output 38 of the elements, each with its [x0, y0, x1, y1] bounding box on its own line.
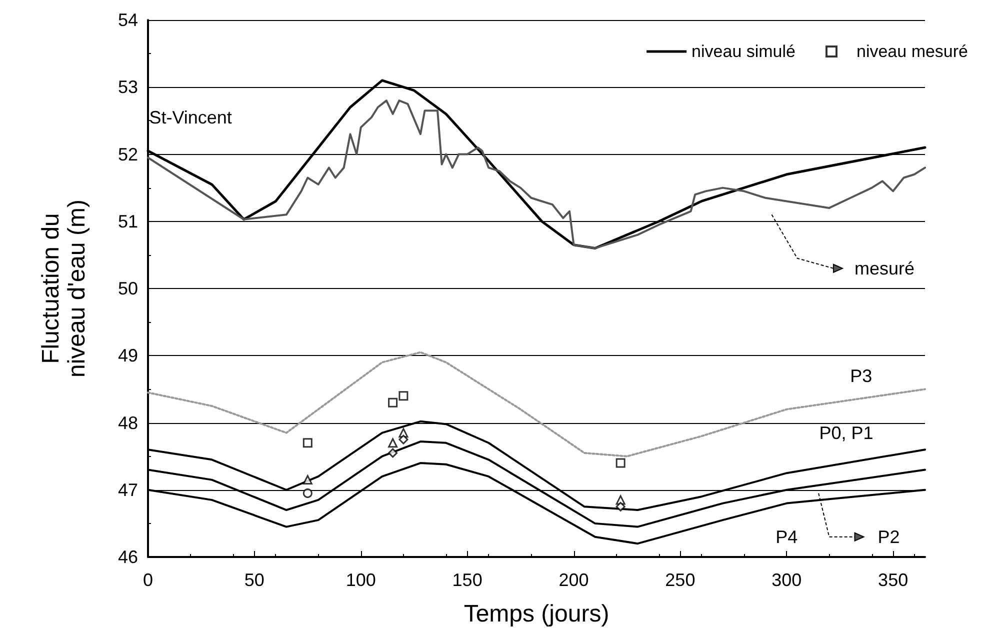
x-tick-label: 0: [142, 570, 154, 590]
x-tick-label: 150: [452, 570, 482, 590]
x-tick-label: 300: [772, 570, 802, 590]
annotation: P3: [850, 366, 872, 386]
point: [388, 438, 398, 448]
line-series: [147, 351, 926, 458]
x-tick-label: 250: [665, 570, 696, 590]
x-axis-title: Temps (jours): [464, 600, 610, 628]
y-tick-label: 51: [118, 211, 138, 232]
x-tick-label: 50: [244, 570, 264, 590]
legend-label: niveau simulé: [692, 42, 796, 61]
point: [302, 438, 312, 448]
y-tick-label: 50: [118, 278, 138, 298]
point: [388, 398, 398, 408]
x-tick-label: 100: [346, 570, 376, 590]
y-tick-label: 48: [118, 412, 138, 433]
annotation: P2: [878, 526, 900, 547]
point: [302, 488, 312, 498]
annotation: mesuré: [854, 258, 915, 278]
x-tick-label: 350: [878, 570, 908, 590]
point: [388, 448, 398, 458]
annotation: P4: [776, 526, 798, 547]
y-axis-title: Fluctuation du niveau d'eau (m): [38, 199, 90, 378]
y-tick-label: 47: [118, 480, 138, 500]
x-tick-label: 200: [558, 570, 589, 590]
point: [398, 434, 408, 444]
y-tick-label: 53: [118, 77, 138, 98]
point: [616, 458, 626, 468]
annotation: St-Vincent: [149, 107, 232, 128]
annotation: P0, P1: [819, 422, 874, 443]
y-tick-label: 52: [118, 144, 138, 164]
point: [302, 475, 312, 485]
legend-label: niveau mesuré: [856, 42, 968, 61]
y-tick-label: 54: [118, 10, 138, 30]
y-tick-label: 49: [118, 346, 138, 366]
point: [616, 502, 626, 512]
point: [398, 391, 408, 401]
y-tick-label: 46: [118, 547, 138, 567]
